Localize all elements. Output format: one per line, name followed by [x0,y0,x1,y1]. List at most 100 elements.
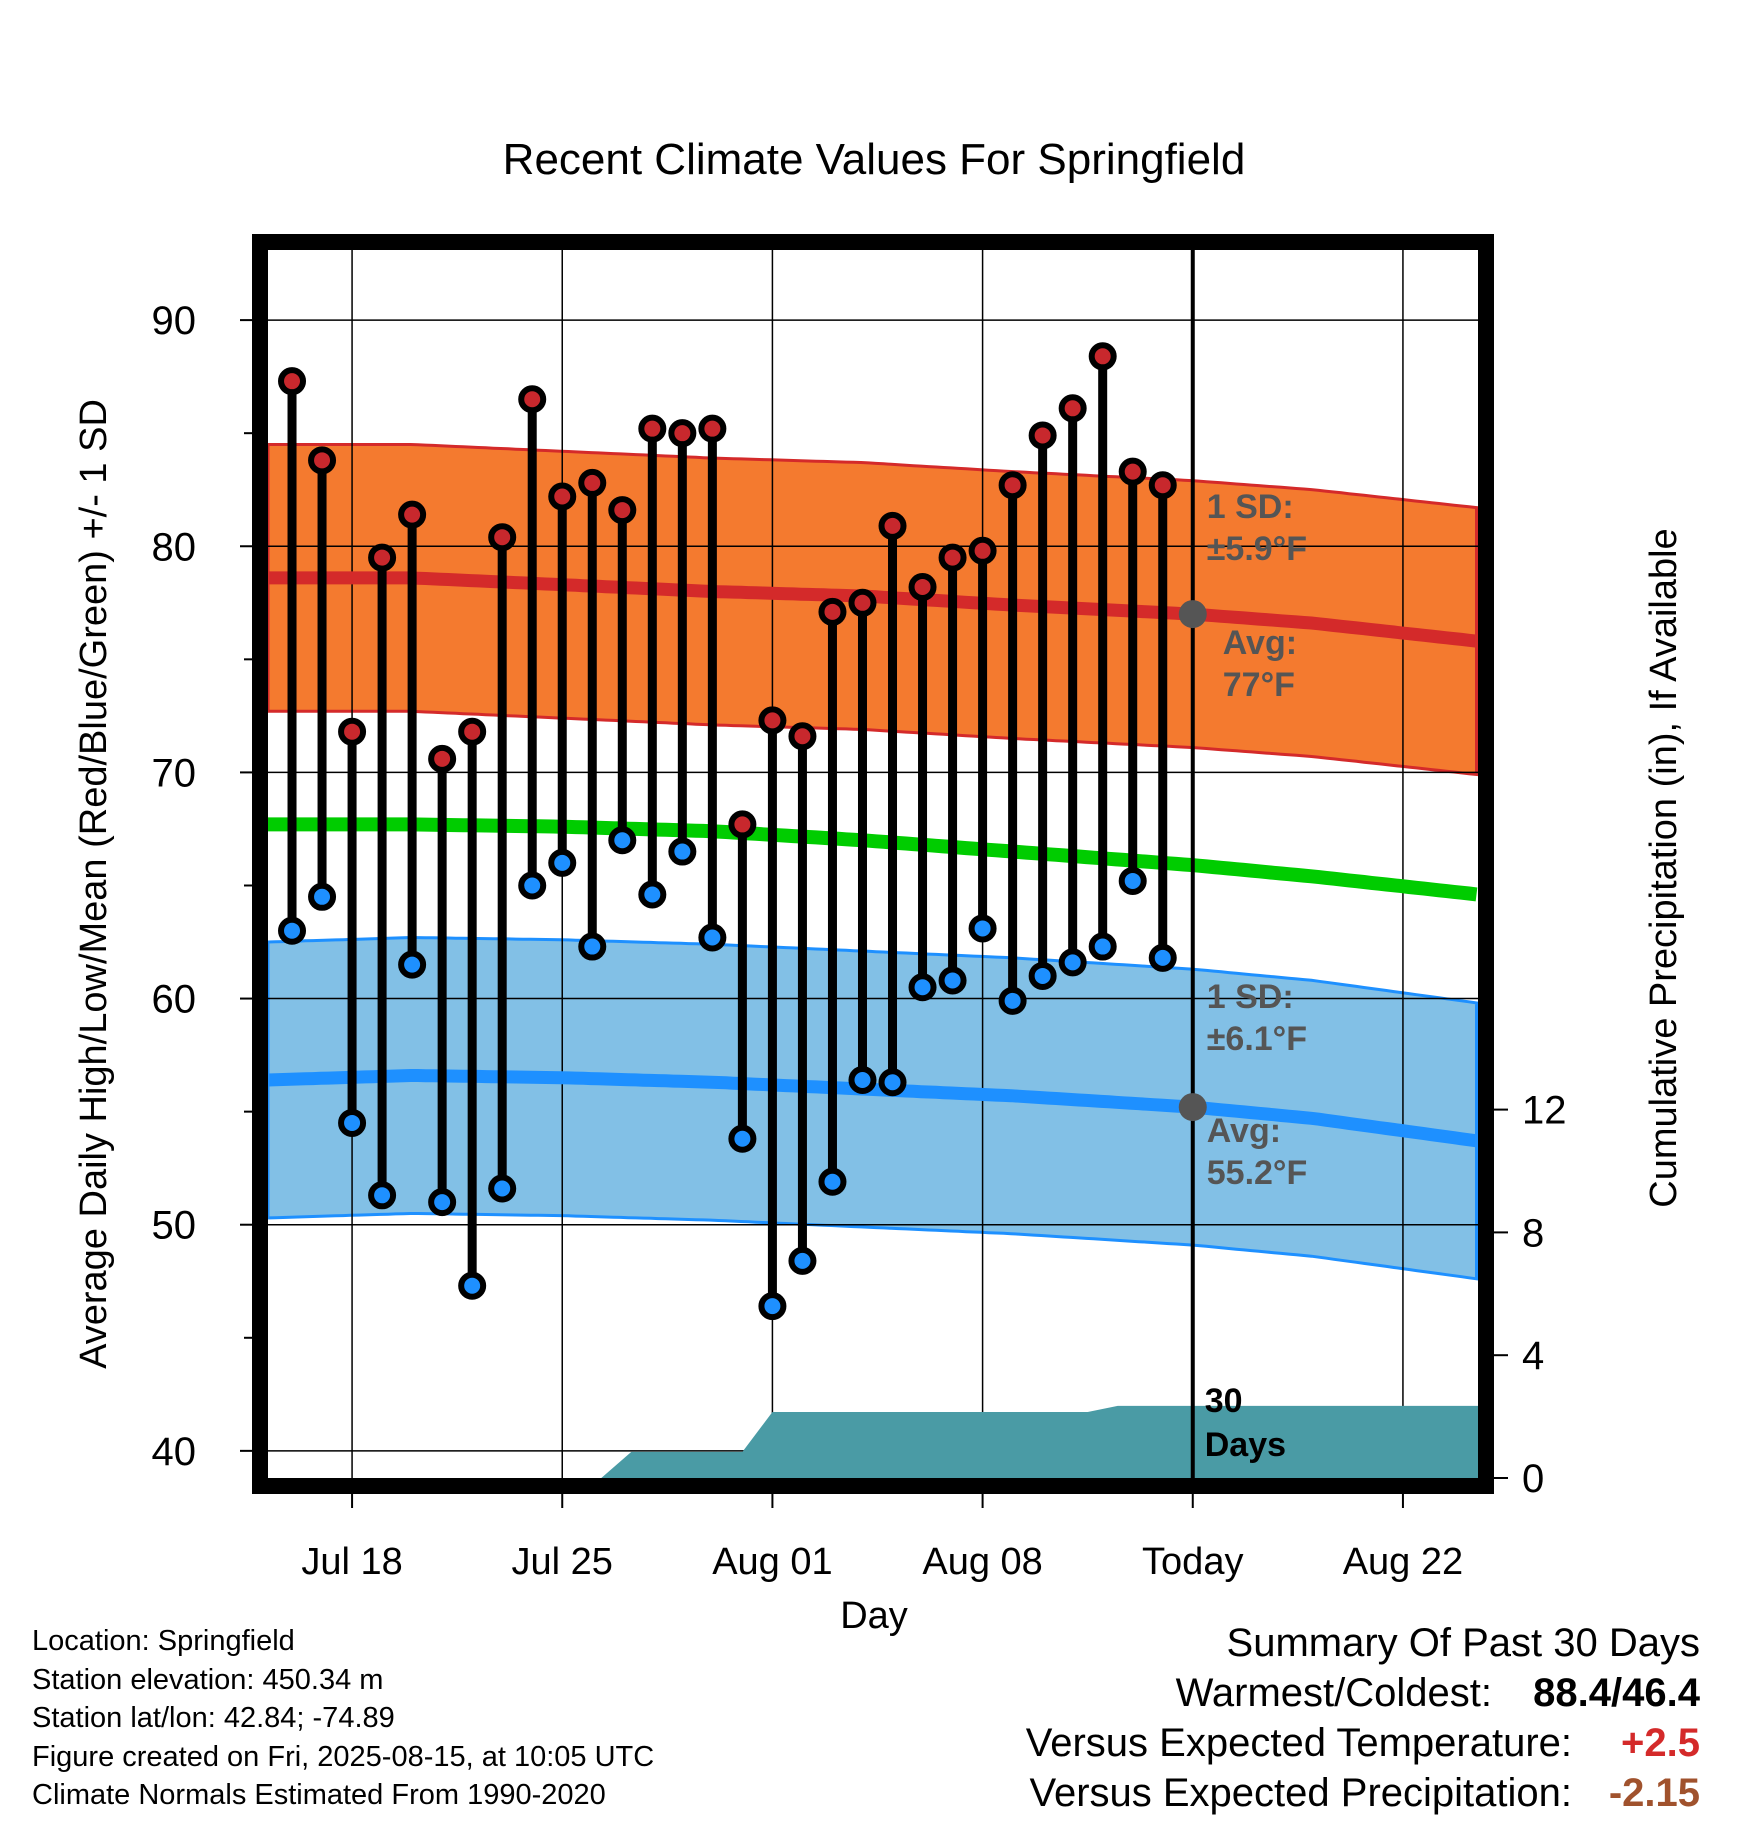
low-marker [308,882,337,911]
low-marker [1148,943,1177,972]
high-marker [1148,471,1177,500]
low-marker [638,880,667,909]
normals-text: Climate Normals Estimated From 1990-2020 [32,1779,606,1811]
high-marker [998,471,1027,500]
high-marker [608,496,637,525]
y-tick-label: 90 [152,299,197,343]
low-marker [338,1108,367,1137]
x-tick-label: Today [1142,1541,1243,1583]
high-marker [938,543,967,572]
days-label-2: Days [1205,1426,1286,1464]
low-marker [398,950,427,979]
annotations: 1 SD: ±5.9°F Avg: 77°F 1 SD: ±6.1°F Avg: 55.2°F… [1205,488,1308,1464]
high-avg-label-2: 77°F [1223,666,1295,704]
precip-area [268,1405,1478,1478]
high-marker [488,523,517,552]
low-sd-label-1: 1 SD: [1207,978,1294,1016]
temp-label: Versus Expected Temperature: [1025,1721,1572,1765]
low-marker [578,932,607,961]
high-marker [848,588,877,617]
high-marker [428,744,457,773]
low-sd-band [266,935,1478,1281]
low-marker [668,837,697,866]
low-marker [998,986,1027,1015]
normal-mean-line [268,817,1478,902]
x-tick-label: Jul 18 [301,1541,402,1583]
high-avg-label-1: Avg: [1223,624,1297,662]
low-marker [788,1246,817,1275]
low-marker [848,1065,877,1094]
low-marker [908,973,937,1002]
grid-lines [268,250,1478,1478]
low-avg-label-1: Avg: [1207,1112,1281,1150]
plot-frame-group [252,234,1494,1494]
high-marker [878,511,907,540]
low-marker [1058,948,1087,977]
y-right-tick-label: 8 [1522,1211,1544,1255]
created-text: Figure created on Fri, 2025-08-15, at 10… [32,1740,655,1773]
low-marker [278,916,307,945]
low-sd-label-2: ±6.1°F [1207,1020,1307,1058]
summary-panel: Summary Of Past 30 Days Warmest/Coldest:… [1026,1618,1700,1818]
low-marker [938,966,967,995]
high-marker [788,722,817,751]
high-marker [638,414,667,443]
high-marker [368,543,397,572]
low-marker [878,1068,907,1097]
y-tick-label: 50 [152,1204,197,1248]
summary-precip: Versus Expected Precipitation: -2.15 [1026,1768,1700,1818]
y-tick-label: 80 [152,525,197,569]
high-marker [908,572,937,601]
observations [278,342,1177,1321]
warm-cold-value: 88.4/46.4 [1533,1671,1700,1715]
low-marker [428,1188,457,1217]
high-marker [728,810,757,839]
high-marker [518,385,547,414]
summary-temp: Versus Expected Temperature: +2.5 [1026,1718,1700,1768]
x-tick-label: Jul 25 [512,1541,613,1583]
today-low-normal-dot [1178,1093,1207,1122]
today-high-normal-dot [1178,600,1207,629]
high-marker [308,446,337,475]
location-text: Location: Springfield [32,1625,295,1657]
warm-cold-label: Warmest/Coldest: [1175,1671,1492,1715]
y-tick-label: 40 [152,1430,197,1474]
low-marker [458,1271,487,1300]
low-marker [758,1292,787,1321]
high-marker [1058,394,1087,423]
elevation-text: Station elevation: 450.34 m [32,1663,384,1696]
axis-labels: 40 50 60 70 80 90 0 4 8 12 Jul 18 Jul 25 Aug 01 Aug 0… [152,299,1567,1583]
high-marker [398,500,427,529]
low-marker [368,1181,397,1210]
high-marker [1118,457,1147,486]
high-marker [698,414,727,443]
plot-frame [252,234,1494,1494]
summary-warm-cold: Warmest/Coldest: 88.4/46.4 [1026,1668,1700,1718]
low-marker [1028,961,1057,990]
high-marker [458,717,487,746]
high-marker [1028,421,1057,450]
low-marker [728,1124,757,1153]
y-right-tick-label: 4 [1522,1334,1544,1378]
low-marker [488,1174,517,1203]
y-tick-label: 60 [152,978,197,1022]
y-axis-title-left: Average Daily High/Low/Mean (Red/Blue/Gr… [73,399,115,1369]
high-marker [758,706,787,735]
high-marker [338,717,367,746]
precip-area-group [268,1405,1478,1478]
low-marker [818,1167,847,1196]
high-marker [1088,342,1117,371]
temp-value: +2.5 [1621,1721,1700,1765]
y-axis-title-right: Cumulative Precipitation (in), If Availa… [1643,528,1685,1207]
low-marker [698,923,727,952]
precip-label: Versus Expected Precipitation: [1029,1771,1572,1815]
low-marker [608,826,637,855]
low-marker [518,871,547,900]
x-axis-title: Day [840,1595,908,1637]
summary-title: Summary Of Past 30 Days [1226,1621,1700,1665]
station-info: Location: Springfield Station elevation:… [32,1622,654,1815]
low-marker [548,848,577,877]
high-marker [668,419,697,448]
low-marker [1118,866,1147,895]
